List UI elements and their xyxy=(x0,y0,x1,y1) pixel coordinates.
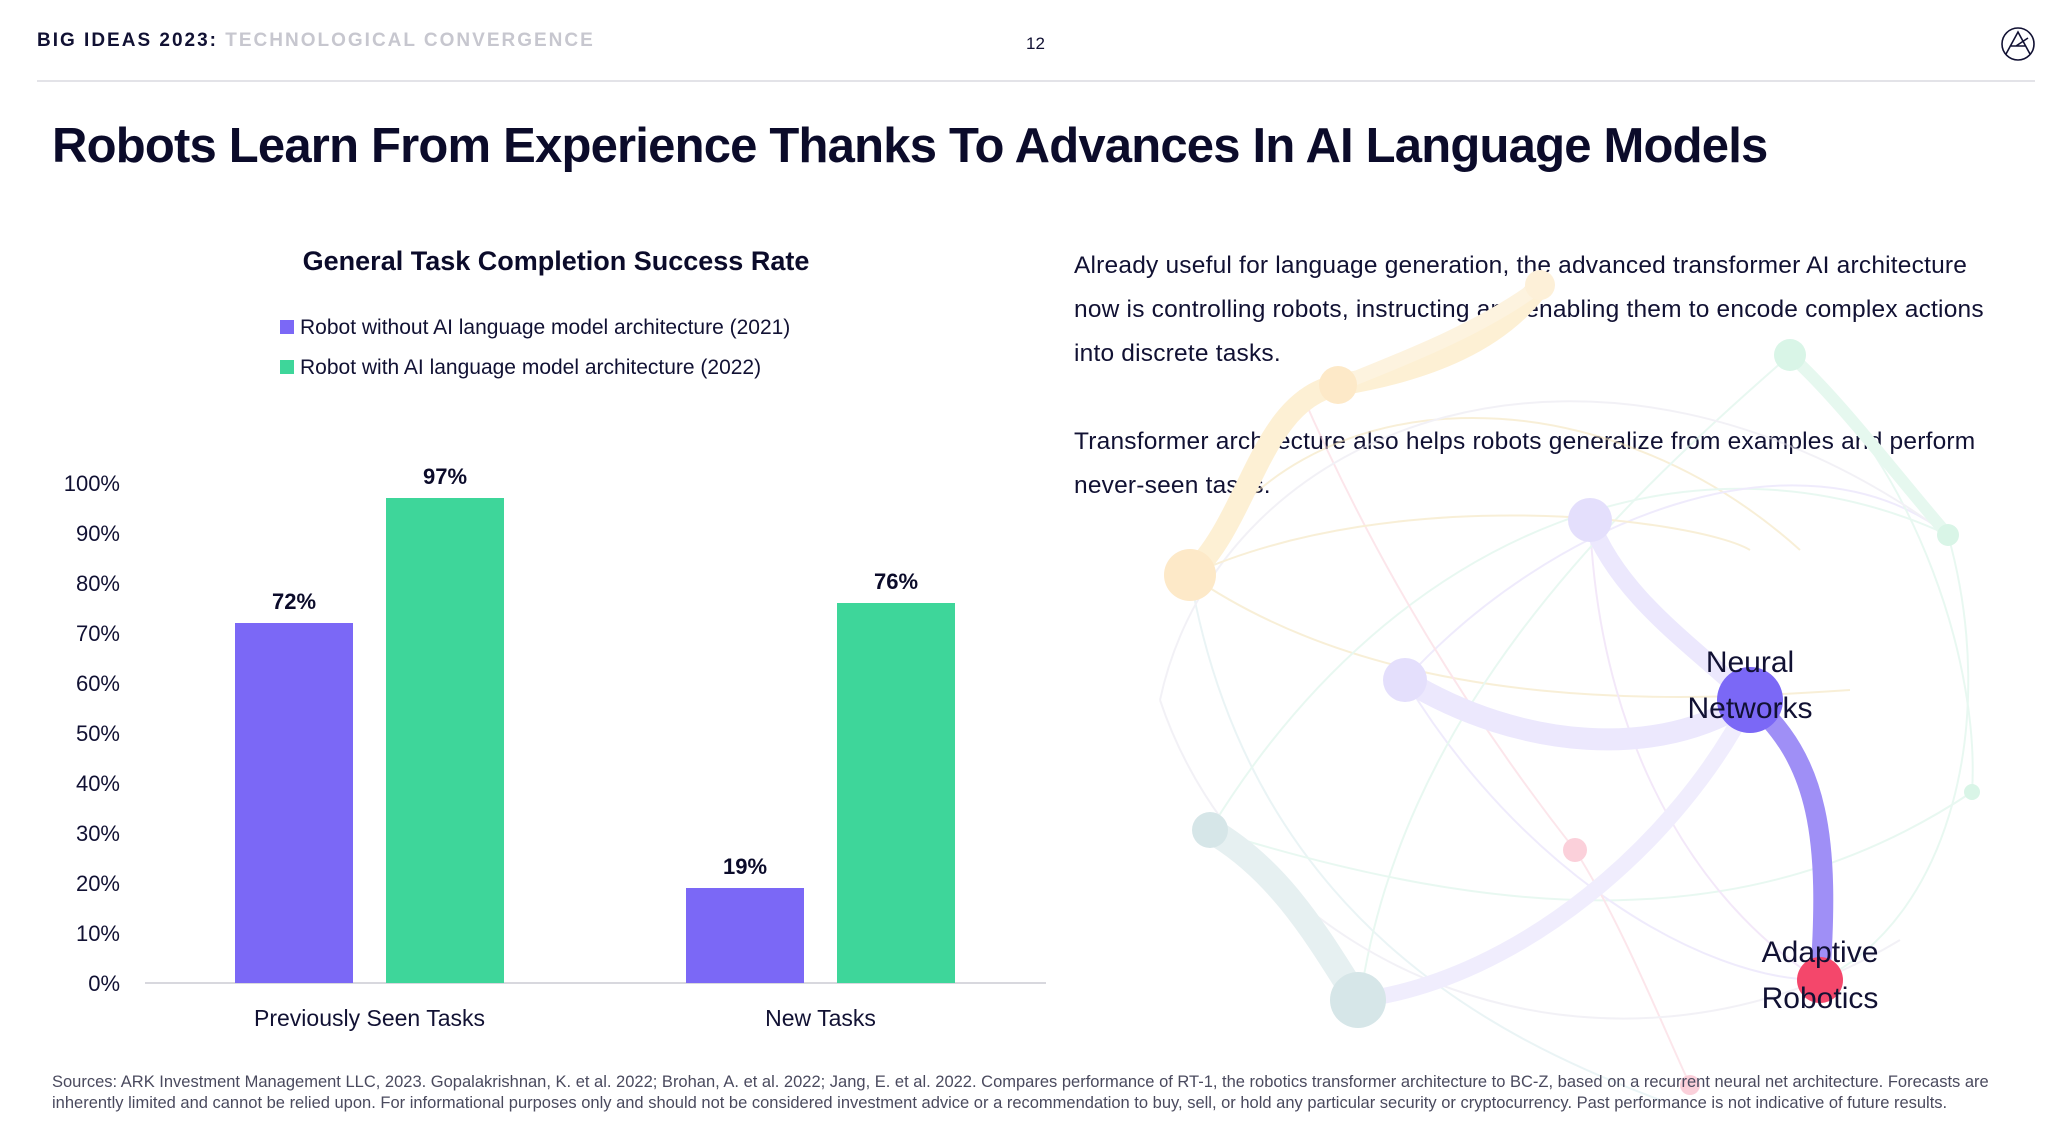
node-label-adaptive-line1: Adaptive xyxy=(1761,936,1879,969)
page-number: 12 xyxy=(1026,34,1045,53)
sources-footnote: Sources: ARK Investment Management LLC, … xyxy=(52,1073,1989,1112)
bar-2021-1 xyxy=(686,888,804,983)
header-brand: BIG IDEAS 2023 xyxy=(37,30,210,51)
body-copy: Already useful for language generation, … xyxy=(1074,244,1994,552)
y-tick-label: 10% xyxy=(76,921,120,946)
node-label-neural-line2: Networks xyxy=(1687,692,1813,725)
header-subtitle: TECHNOLOGICAL CONVERGENCE xyxy=(225,30,595,51)
bar-data-label: 76% xyxy=(874,569,918,594)
bar-data-label: 97% xyxy=(423,464,467,489)
bar-data-label: 72% xyxy=(272,589,316,614)
header-separator: : xyxy=(209,30,218,51)
y-tick-label: 70% xyxy=(76,621,120,646)
y-tick-label: 50% xyxy=(76,721,120,746)
bar-data-label: 19% xyxy=(723,854,767,879)
node-label-neural-line1: Neural xyxy=(1705,646,1795,679)
header-divider xyxy=(37,80,2035,82)
y-tick-label: 90% xyxy=(76,521,120,546)
ark-logo-icon xyxy=(2001,27,2035,61)
y-tick-label: 0% xyxy=(88,971,120,996)
bar-2022-1 xyxy=(837,603,955,983)
node-label-adaptive-robotics: Adaptive Robotics xyxy=(1740,930,1900,1022)
bars: 72% 97% 19% 76% xyxy=(235,464,955,983)
chart-title: General Task Completion Success Rate xyxy=(303,246,810,276)
bar-2022-0 xyxy=(386,498,504,983)
y-axis: 0% 10% 20% 30% 40% 50% 60% 70% 80% 90% 100% xyxy=(64,471,120,996)
header: BIG IDEAS 2023: TECHNOLOGICAL CONVERGENC… xyxy=(37,30,595,52)
y-tick-label: 30% xyxy=(76,821,120,846)
bar-2021-0 xyxy=(235,623,353,983)
network-graph: Neural Networks Adaptive Robotics xyxy=(1100,220,2048,1120)
y-tick-label: 80% xyxy=(76,571,120,596)
network-graph-drawing xyxy=(1159,270,1980,1101)
page-title: Robots Learn From Experience Thanks To A… xyxy=(52,119,1768,173)
y-tick-label: 40% xyxy=(76,771,120,796)
x-axis: Previously Seen Tasks New Tasks xyxy=(254,1005,876,1031)
legend-swatch-2021 xyxy=(280,320,294,334)
legend-swatch-2022 xyxy=(280,360,294,374)
y-tick-label: 60% xyxy=(76,671,120,696)
legend-label-2022: Robot with AI language model architectur… xyxy=(300,356,761,379)
legend-label-2021: Robot without AI language model architec… xyxy=(300,316,790,339)
x-tick-label: Previously Seen Tasks xyxy=(254,1005,485,1031)
chart-legend: Robot without AI language model architec… xyxy=(280,316,790,379)
body-paragraph-2: Transformer architecture also helps robo… xyxy=(1074,428,1976,499)
y-tick-label: 20% xyxy=(76,871,120,896)
node-label-neural-networks: Neural Networks xyxy=(1670,640,1830,732)
node-label-adaptive-line2: Robotics xyxy=(1761,982,1879,1015)
x-tick-label: New Tasks xyxy=(765,1005,876,1031)
y-tick-label: 100% xyxy=(64,471,120,496)
